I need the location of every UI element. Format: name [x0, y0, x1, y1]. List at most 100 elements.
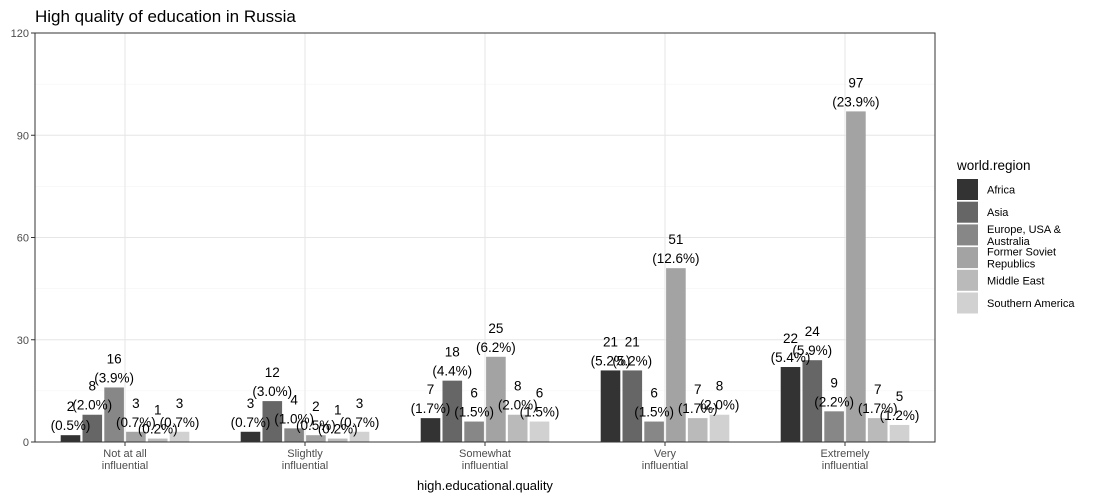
bar-percent-label: (23.9%) — [832, 94, 879, 109]
bar — [889, 424, 910, 442]
x-tick-label: Very — [654, 448, 677, 460]
bar-value-label: 21 — [625, 334, 640, 349]
x-tick-label: Extremely — [821, 448, 870, 460]
bar — [126, 431, 146, 442]
bar-percent-label: (5.4%) — [771, 350, 811, 365]
legend-swatch — [957, 179, 978, 200]
bar — [284, 428, 304, 442]
bar-value-label: 6 — [650, 386, 658, 401]
bar-percent-label: (1.0%) — [274, 411, 314, 426]
bar — [464, 421, 484, 442]
legend-label: Republics — [987, 259, 1036, 271]
bar-value-label: 1 — [154, 403, 162, 418]
bar — [147, 438, 168, 442]
bar-percent-label: (0.7%) — [231, 415, 271, 430]
legend-swatch — [957, 247, 978, 269]
bar-value-label: 3 — [176, 396, 184, 411]
y-axis: 0 30 60 90 120 — [11, 28, 35, 449]
bar-percent-label: (1.2%) — [880, 408, 920, 423]
legend-swatch — [957, 201, 978, 223]
y-tick-label: 30 — [17, 335, 29, 347]
x-tick-label: influential — [282, 460, 328, 472]
x-tick-label: influential — [642, 460, 688, 472]
x-tick-label: influential — [462, 460, 508, 472]
legend-label: Australia — [987, 236, 1031, 248]
bar-value-label: 16 — [107, 351, 122, 366]
x-axis-title: high.educational.quality — [417, 478, 553, 493]
legend-label: Southern America — [987, 298, 1075, 310]
bar — [262, 401, 283, 442]
bar — [306, 435, 326, 442]
bar-percent-label: (1.7%) — [858, 401, 898, 416]
bar-percent-label: (1.5%) — [634, 405, 674, 420]
bar — [687, 418, 708, 442]
bar-value-label: 18 — [445, 345, 460, 360]
bar-value-label: 3 — [356, 396, 364, 411]
legend-label: Europe, USA & — [987, 224, 1062, 236]
y-tick-label: 0 — [23, 437, 29, 449]
bar — [82, 414, 103, 442]
bar — [846, 111, 866, 443]
x-tick-label: influential — [102, 460, 148, 472]
x-tick-label: Not at all — [103, 448, 146, 460]
bar-value-label: 3 — [247, 396, 255, 411]
bar-percent-label: (0.7%) — [160, 415, 200, 430]
y-tick-label: 120 — [11, 28, 29, 40]
bar — [644, 421, 664, 442]
bar-percent-label: (0.7%) — [340, 415, 380, 430]
legend-label: Africa — [987, 185, 1016, 197]
bar — [780, 367, 801, 442]
bar-percent-label: (2.0%) — [700, 398, 740, 413]
bar-percent-label: (2.0%) — [72, 398, 112, 413]
bar — [240, 431, 261, 442]
bar-percent-label: (0.2%) — [318, 422, 358, 437]
bar — [327, 438, 348, 442]
bar-value-label: 6 — [536, 386, 544, 401]
x-tick-label: Slightly — [287, 448, 323, 460]
bar — [349, 431, 370, 442]
bar — [507, 414, 528, 442]
bar — [486, 356, 506, 442]
bar-value-label: 22 — [783, 331, 798, 346]
bar-percent-label: (4.4%) — [432, 364, 472, 379]
bar-value-label: 25 — [488, 321, 503, 336]
bar-value-label: 12 — [265, 365, 280, 380]
bar-value-label: 7 — [874, 382, 882, 397]
bar-value-label: 21 — [603, 334, 618, 349]
bar-value-label: 51 — [668, 232, 683, 247]
bar-value-label: 5 — [896, 389, 904, 404]
bar-value-label: 9 — [830, 375, 838, 390]
legend: world.region Africa Asia Europe, USA &Austr… — [956, 158, 1075, 314]
bar-value-label: 8 — [89, 379, 97, 394]
bar — [420, 418, 441, 442]
bar — [60, 435, 81, 442]
bar-value-label: 2 — [67, 399, 75, 414]
bar — [442, 380, 463, 442]
bar-percent-label: (5.9%) — [792, 343, 832, 358]
bar-value-label: 2 — [312, 399, 320, 414]
bar-value-label: 1 — [334, 403, 342, 418]
bar — [867, 418, 888, 442]
x-tick-label: influential — [822, 460, 868, 472]
x-tick-label: Somewhat — [459, 448, 511, 460]
bar-percent-label: (0.5%) — [296, 418, 336, 433]
bar-value-label: 6 — [470, 386, 478, 401]
bar-percent-label: (0.5%) — [51, 418, 91, 433]
bar-percent-label: (1.5%) — [520, 405, 560, 420]
bar-value-label: 8 — [514, 379, 522, 394]
bar-percent-label: (1.7%) — [411, 401, 451, 416]
bar — [622, 370, 643, 442]
bar-percent-label: (5.2%) — [591, 353, 631, 368]
legend-label: Middle East — [987, 275, 1044, 287]
bar — [824, 411, 844, 442]
legend-swatch — [957, 269, 978, 291]
bar-value-label: 8 — [716, 379, 724, 394]
bar — [709, 414, 730, 442]
bar-percent-label: (0.7%) — [116, 415, 156, 430]
bar-percent-label: (0.2%) — [138, 422, 178, 437]
bar — [529, 421, 550, 442]
bar-value-label: 97 — [848, 75, 863, 90]
legend-label: Asia — [987, 207, 1009, 219]
chart-title: High quality of education in Russia — [35, 7, 296, 26]
